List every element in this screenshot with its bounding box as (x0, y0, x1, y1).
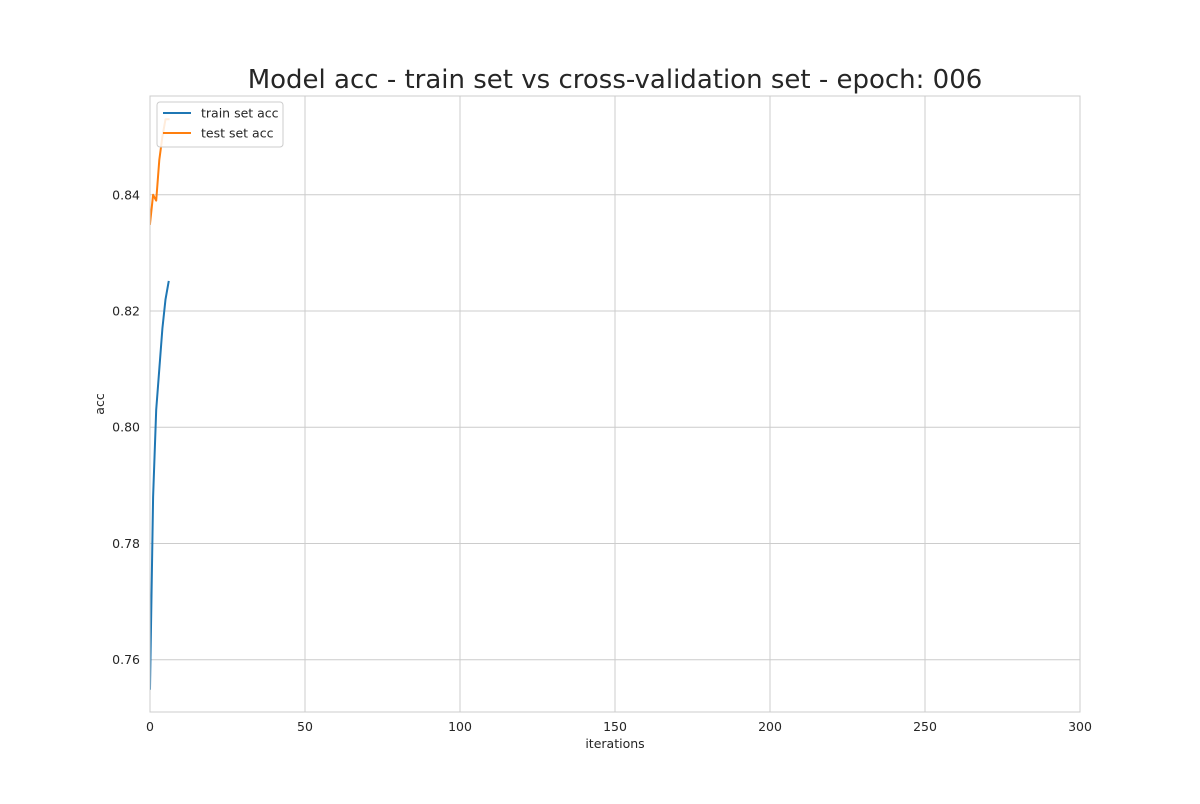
y-tick-label: 0.76 (112, 652, 140, 667)
x-tick-label: 50 (297, 719, 313, 734)
y-tick-labels: 0.76 0.78 0.80 0.82 0.84 (112, 187, 140, 667)
x-tick-label: 300 (1068, 719, 1092, 734)
grid-lines (149, 96, 1081, 712)
y-axis-label: acc (92, 393, 107, 415)
x-tick-label: 250 (913, 719, 937, 734)
y-tick-label: 0.80 (112, 420, 140, 435)
x-tick-label: 100 (448, 719, 472, 734)
legend: train set acc test set acc (156, 101, 284, 148)
y-tick-label: 0.84 (112, 187, 140, 202)
x-tick-label: 0 (146, 719, 154, 734)
plot-frame (149, 95, 1081, 713)
y-tick-label: 0.82 (112, 304, 140, 319)
train-acc-series-line (150, 280, 170, 690)
chart-title: Model acc - train set vs cross-validatio… (248, 65, 983, 95)
x-tick-label: 200 (758, 719, 782, 734)
x-tick-label: 150 (603, 719, 627, 734)
x-axis-label: iterations (585, 736, 644, 751)
x-tick-labels: 0 50 100 150 200 250 300 (146, 719, 1092, 734)
y-tick-label: 0.78 (112, 536, 140, 551)
legend-label-train: train set acc (201, 106, 279, 121)
legend-label-test: test set acc (201, 126, 274, 141)
